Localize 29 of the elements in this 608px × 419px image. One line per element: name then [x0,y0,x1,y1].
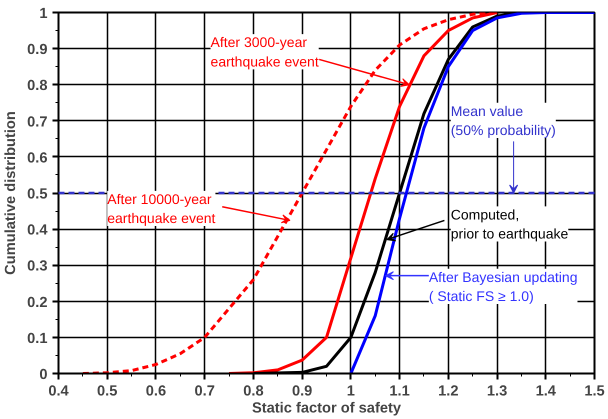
x-tick-label: 0.8 [243,384,264,400]
x-tick-label: 1 [346,384,355,400]
y-tick-label: 0.7 [27,114,48,130]
x-tick-label: 1.2 [438,384,459,400]
y-tick-label: 0.2 [27,294,48,311]
x-tick-label: 0.7 [194,384,215,400]
x-tick-label: 0.6 [146,384,166,400]
x-tick-label: 1.5 [584,384,605,400]
x-axis-title: Static factor of safety [252,400,402,416]
x-tick-label: 0.5 [97,384,118,400]
y-tick-label: 0.8 [27,78,48,94]
annotation: Computed, prior to earthquake [450,206,568,242]
x-tick-label: 1.3 [486,384,508,400]
x-tick-label: 1.1 [389,384,410,400]
annotation: After Bayesian updating ( Static FS ≥ 1.0) [428,268,578,304]
ref-line-label: Mean value (50% probability) [450,102,556,138]
y-tick-label: 1 [39,6,48,22]
y-axis-title: Cumulative distribution [3,111,20,275]
y-tick-label: 0.5 [27,186,48,202]
annotation: After 3000-year earthquake event [210,34,319,70]
y-tick-label: 0.1 [27,330,48,347]
y-tick-label: 0.3 [27,258,48,275]
y-tick-label: 0 [39,367,48,383]
y-tick-label: 0.6 [27,150,48,166]
x-tick-label: 1.4 [536,384,557,400]
annotation: After 10000-year earthquake event [107,190,216,226]
x-tick-label: 0.9 [292,384,312,400]
y-tick-label: 0.4 [27,222,48,239]
y-tick-label: 0.9 [27,42,48,58]
